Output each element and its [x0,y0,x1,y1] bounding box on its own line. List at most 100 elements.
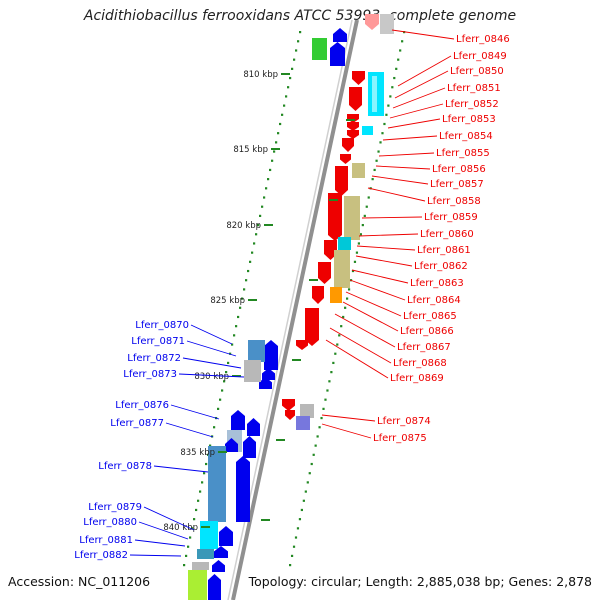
inner-tick-dot [185,554,188,558]
inner-tick-dot [275,141,278,144]
reverse-gene-arrow [312,286,324,304]
inner-tick-dot [183,564,186,567]
outer-tick-dot [326,389,329,392]
inner-tick-dot [231,343,234,346]
gene-label-reverse: Lferr_0865 [403,311,457,322]
callout-line-reverse [321,414,376,422]
forward-gene-arrow [225,438,238,452]
features [188,14,394,600]
inner-tick-dot [253,242,256,245]
outer-tick-dot [324,398,327,401]
forward-gene-arrow [264,340,278,370]
gene-label-forward: Lferr_0877 [110,418,164,429]
callout-line-reverse [342,301,399,332]
callout-line-forward [143,506,195,531]
feature-block-gray [380,14,394,34]
inner-tick-dot [263,196,266,199]
inner-tick-dot [247,269,250,273]
callout-line-reverse [371,175,429,185]
callout-line-reverse [334,313,396,348]
feature-block-lime [188,570,207,600]
callout-line-reverse [387,118,441,129]
callout-line-reverse [355,255,413,267]
callout-line-reverse [367,187,426,202]
outer-tick-dot [336,343,339,346]
callout-line-forward [186,340,237,357]
gene-label-reverse: Lferr_0858 [427,196,481,207]
inner-tick-dot [239,306,242,309]
scale-label: 840 kbp [163,523,198,533]
reverse-gene-arrow [285,410,295,420]
outer-tick-dot [290,554,294,558]
feature-block-cyan [362,126,373,135]
outer-tick-dot [383,122,386,126]
inner-tick-dot [259,214,262,217]
callout-line-reverse [391,29,455,40]
gene-label-reverse: Lferr_0854 [439,131,493,142]
inner-tick-dot [237,315,240,319]
feature-block-gray [300,404,314,418]
inner-tick-dot [265,187,268,190]
callout-line-reverse [378,152,435,157]
inner-tick-dot [249,260,252,263]
callout-line-forward [178,373,245,378]
inner-tick-dot [277,132,280,135]
reverse-gene-arrow [352,71,365,85]
gene-label-reverse: Lferr_0874 [377,416,431,427]
forward-gene-arrow [236,456,250,522]
gene-label-reverse: Lferr_0867 [397,342,451,353]
forward-gene-arrow [262,368,275,380]
inner-tick-dot [261,205,264,208]
gene-label-forward: Lferr_0872 [127,353,181,364]
gene-callouts: Lferr_0846 Lferr_0849 Lferr_0850 Lferr_0851… [74,29,510,561]
callout-line-reverse [392,87,446,109]
scale-label: 825 kbp [210,296,245,306]
inner-tick-dot [235,325,238,328]
feature-block-steel [197,549,214,559]
outer-tick-dot [342,315,345,319]
reverse-gene-arrow [340,154,351,164]
scale-label: 835 kbp [180,448,215,458]
gene-label-forward: Lferr_0878 [98,461,152,472]
inner-tick-dot [195,508,198,512]
feature-block-cyan [200,521,218,549]
scale-label: 810 kbp [243,70,278,80]
reverse-gene-arrow [282,399,295,411]
outer-tick-dot [351,269,355,273]
callout-line-reverse [321,423,372,439]
callout-line-forward [182,357,242,369]
callout-line-forward [170,404,220,420]
callout-line-forward [129,554,182,557]
topology-label: Topology: circular; Length: 2,885,038 bp… [248,574,592,589]
inner-tick-dot [291,67,294,70]
forward-gene-arrow [259,377,272,389]
gene-label-reverse: Lferr_0859 [424,212,478,223]
reverse-gene-arrow [349,87,362,111]
callout-line-forward [138,521,189,540]
scale-label: 830 kbp [194,372,229,382]
inner-tick-dot [251,251,254,254]
backbone-line-outer [231,19,359,600]
outer-tick-dot [308,472,311,475]
outer-tick-dot [375,159,378,162]
forward-gene-arrow [212,560,225,572]
gene-label-reverse: Lferr_0862 [414,261,468,272]
inner-tick-dot [187,545,190,548]
gene-label-forward: Lferr_0876 [115,400,169,411]
inner-tick-dot [293,58,296,61]
gene-label-reverse: Lferr_0846 [456,34,510,45]
callout-line-forward [190,324,233,345]
outer-tick-dot [359,233,362,236]
callout-line-reverse [351,269,409,284]
callout-line-reverse [329,327,392,364]
outer-tick-dot [353,260,357,263]
outer-tick-dot [310,462,313,466]
outer-tick-dot [298,518,302,521]
inner-tick-dot [289,76,292,80]
outer-tick-dot [338,334,341,337]
callout-line-reverse [356,245,416,251]
inner-tick-dot [219,398,222,401]
callout-line-reverse [349,279,406,301]
